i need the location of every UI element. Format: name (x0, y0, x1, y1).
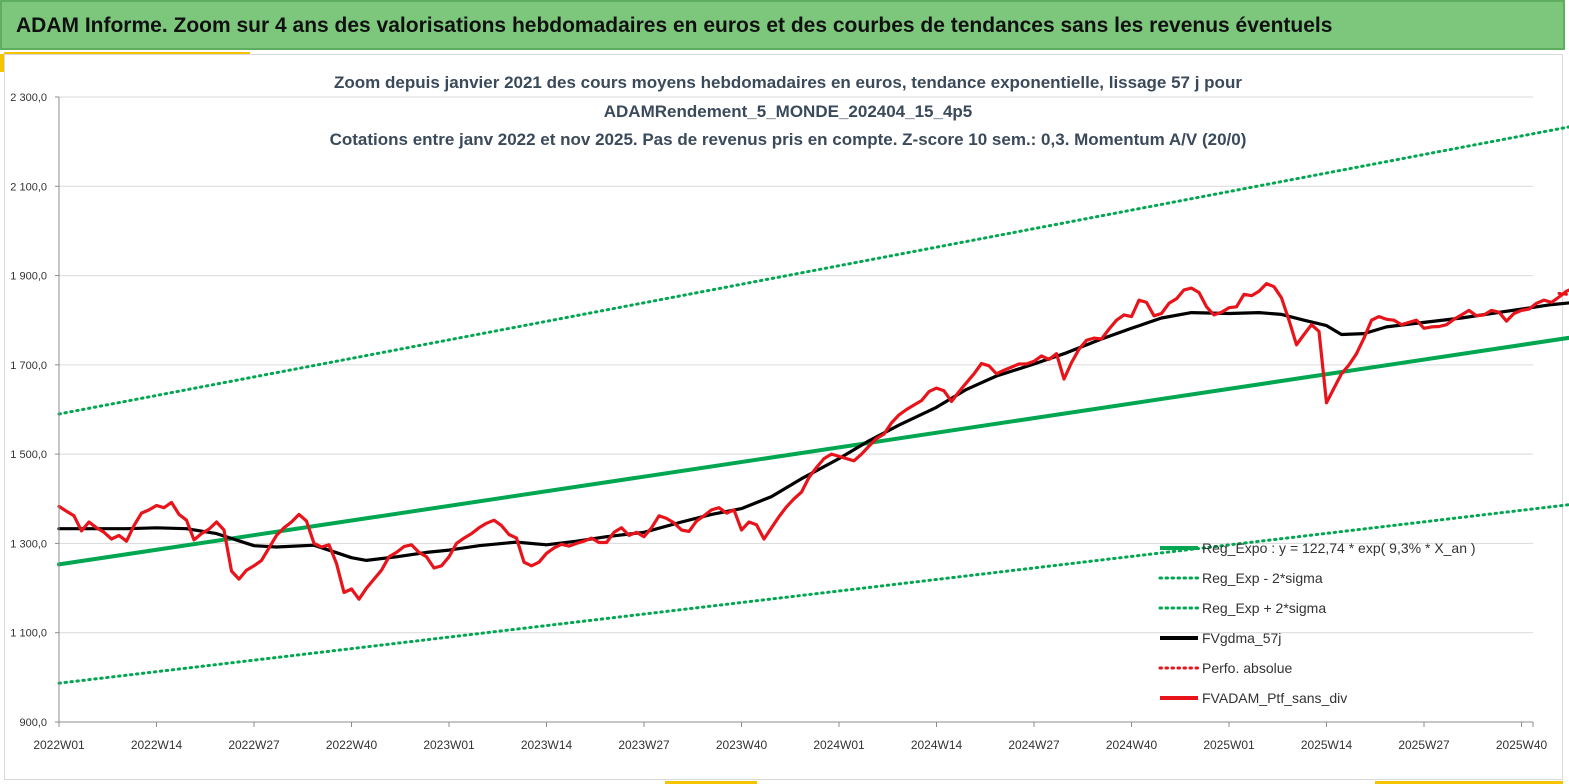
chart-title: Zoom depuis janvier 2021 des cours moyen… (330, 73, 1247, 149)
x-tick-label: 2023W14 (521, 738, 573, 752)
accent-bar-side-left (0, 54, 4, 72)
header-title: ADAM Informe. Zoom sur 4 ans des valoris… (16, 14, 1333, 37)
series-reg-plus-2sigma (57, 125, 1569, 416)
accent-bar-bottom-right (1375, 781, 1563, 784)
accent-bar-bottom-mid (665, 781, 757, 784)
y-tick-label: 2 300,0 (10, 92, 47, 104)
y-tick-label: 2 100,0 (10, 181, 47, 193)
chart-title-line-1: Zoom depuis janvier 2021 des cours moyen… (334, 73, 1242, 92)
x-tick-label: 2022W14 (131, 738, 183, 752)
y-tick-label: 1 500,0 (10, 449, 47, 461)
x-tick-label: 2024W01 (813, 738, 865, 752)
series-portfolio (57, 282, 1569, 601)
x-tick-label: 2024W40 (1106, 738, 1158, 752)
y-tick-label: 1 100,0 (10, 628, 47, 640)
x-tick-label: 2025W40 (1496, 738, 1548, 752)
header-banner: ADAM Informe. Zoom sur 4 ans des valoris… (0, 0, 1565, 50)
series (57, 125, 1569, 685)
legend: Reg_Expo : y = 122,74 * exp( 9,3% * X_an… (1158, 540, 1476, 706)
y-tick-label: 1 900,0 (10, 271, 47, 283)
y-tick-label: 900,0 (19, 717, 47, 729)
x-tick-label: 2024W27 (1008, 738, 1060, 752)
series-moving-average (57, 301, 1569, 563)
x-tick-label: 2022W27 (228, 738, 280, 752)
chart-title-line-2: ADAMRendement_5_MONDE_202404_15_4p5 (604, 102, 973, 121)
series-reg-minus-2sigma (57, 503, 1569, 685)
chart-frame (4, 54, 1563, 780)
axes: 900,0 1 100,0 1 300,0 1 500,0 1 700,0 1 900,0… (10, 92, 1547, 752)
x-tick-label: 2025W14 (1301, 738, 1353, 752)
y-tick-label: 1 700,0 (10, 360, 47, 372)
legend-label: Reg_Exp - 2*sigma (1202, 570, 1323, 586)
legend-label: FVADAM_Ptf_sans_div (1202, 690, 1347, 706)
x-tick-label: 2023W01 (423, 738, 475, 752)
legend-label: Reg_Exp + 2*sigma (1202, 600, 1326, 616)
y-tick-label: 1 300,0 (10, 538, 47, 550)
chart-title-line-3: Cotations entre janv 2022 et nov 2025. P… (330, 130, 1247, 149)
x-tick-label: 2023W27 (618, 738, 670, 752)
x-tick-label: 2023W40 (716, 738, 768, 752)
legend-label: Perfo. absolue (1202, 660, 1292, 676)
x-tick-label: 2022W40 (326, 738, 378, 752)
x-tick-label: 2024W14 (911, 738, 963, 752)
x-tick-label: 2025W27 (1398, 738, 1450, 752)
x-tick-label: 2022W01 (33, 738, 85, 752)
x-tick-label: 2025W01 (1203, 738, 1255, 752)
legend-label: FVgdma_57j (1202, 630, 1281, 646)
accent-bar-top-left (4, 52, 250, 55)
legend-label: Reg_Expo : y = 122,74 * exp( 9,3% * X_an… (1202, 540, 1476, 556)
